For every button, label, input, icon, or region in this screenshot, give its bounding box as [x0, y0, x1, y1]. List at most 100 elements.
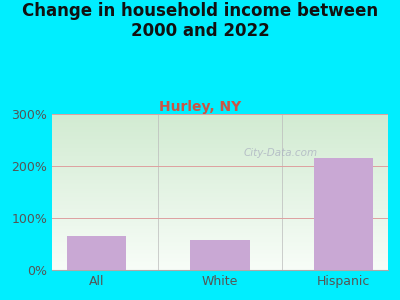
Bar [52, 216, 388, 217]
Bar [52, 191, 388, 192]
Bar [52, 238, 388, 239]
Bar [52, 240, 388, 241]
Bar [52, 131, 388, 132]
Bar [52, 154, 388, 155]
Bar [52, 254, 388, 255]
Bar [52, 146, 388, 147]
Bar [52, 204, 388, 205]
Bar [52, 120, 388, 121]
Bar [52, 179, 388, 180]
Bar [52, 186, 388, 187]
Bar [52, 222, 388, 223]
Bar [52, 177, 388, 178]
Text: City-Data.com: City-Data.com [244, 148, 318, 158]
Bar [52, 178, 388, 179]
Bar [52, 138, 388, 139]
Bar [52, 261, 388, 262]
Bar [52, 213, 388, 214]
Bar [52, 221, 388, 222]
Bar [52, 195, 388, 196]
Bar [52, 209, 388, 210]
Bar [52, 156, 388, 157]
Bar [52, 190, 388, 191]
Bar [52, 143, 388, 144]
Bar [52, 233, 388, 234]
Bar [67, 236, 126, 270]
Bar [52, 214, 388, 215]
Bar [52, 226, 388, 227]
Bar [52, 169, 388, 170]
Bar [52, 255, 388, 256]
Bar [52, 244, 388, 245]
Bar [52, 151, 388, 152]
Bar [52, 205, 388, 206]
Bar [52, 117, 388, 118]
Bar [52, 215, 388, 216]
Bar [52, 182, 388, 183]
Bar [52, 157, 388, 158]
Bar [52, 268, 388, 269]
Bar [52, 141, 388, 142]
Bar [314, 158, 373, 270]
Bar [52, 241, 388, 242]
Bar [52, 230, 388, 231]
Bar [52, 223, 388, 224]
Bar [52, 164, 388, 165]
Bar [52, 242, 388, 243]
Bar [52, 189, 388, 190]
Bar [52, 267, 388, 268]
Bar [52, 160, 388, 161]
Bar [52, 259, 388, 260]
Bar [52, 228, 388, 229]
Bar [52, 136, 388, 137]
Bar [52, 132, 388, 133]
Bar [52, 234, 388, 235]
Bar [52, 130, 388, 131]
Bar [52, 217, 388, 218]
Bar [52, 237, 388, 238]
Bar [52, 152, 388, 153]
Bar [52, 118, 388, 119]
Bar [52, 247, 388, 248]
Bar [52, 161, 388, 162]
Bar [52, 162, 388, 163]
Bar [52, 227, 388, 228]
Bar [52, 116, 388, 117]
Bar [52, 246, 388, 247]
Bar [52, 245, 388, 246]
Bar [52, 133, 388, 134]
Bar [52, 187, 388, 188]
Bar [52, 176, 388, 177]
Bar [52, 208, 388, 209]
Bar [52, 169, 388, 170]
Bar [52, 220, 388, 221]
Bar [52, 170, 388, 171]
Bar [52, 147, 388, 148]
Bar [52, 224, 388, 225]
Bar [52, 203, 388, 204]
Bar [52, 140, 388, 141]
Bar [52, 210, 388, 211]
Bar [52, 180, 388, 181]
Bar [52, 167, 388, 168]
Bar [52, 145, 388, 146]
Bar [52, 232, 388, 233]
Bar [52, 139, 388, 140]
Bar [52, 207, 388, 208]
Text: Change in household income between
2000 and 2022: Change in household income between 2000 … [22, 2, 378, 40]
Bar [52, 173, 388, 174]
Bar [52, 269, 388, 270]
Bar [52, 119, 388, 120]
Bar [52, 202, 388, 203]
Bar [52, 122, 388, 123]
Bar [52, 142, 388, 143]
Bar [52, 165, 388, 166]
Bar [52, 236, 388, 237]
Bar [52, 127, 388, 128]
Bar [52, 239, 388, 240]
Bar [52, 249, 388, 250]
Bar [52, 171, 388, 172]
Bar [52, 163, 388, 164]
Bar [52, 206, 388, 207]
Bar [52, 134, 388, 135]
